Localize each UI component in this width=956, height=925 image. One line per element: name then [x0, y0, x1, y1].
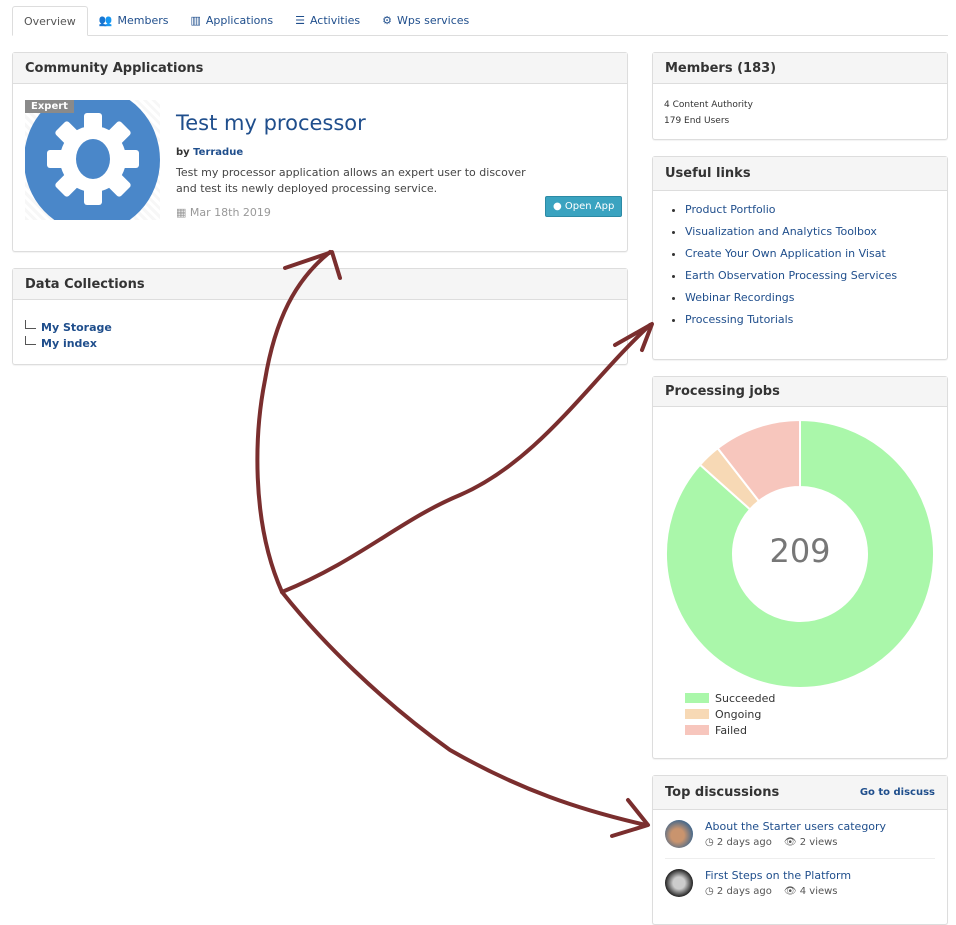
panel-title: Community Applications — [25, 60, 204, 76]
my-index-link[interactable]: My index — [25, 336, 112, 352]
gear-icon: ⚙ — [382, 14, 393, 27]
processing-jobs-panel: Processing jobs 209 Succeeded Ongoing Fail… — [652, 376, 948, 759]
tab-members[interactable]: 👥 Members — [98, 14, 169, 27]
gear-image-icon — [25, 100, 160, 220]
expert-badge: Expert — [25, 100, 74, 113]
link-eo-processing-services[interactable]: Earth Observation Processing Services — [685, 269, 898, 282]
donut-center-total: 209 — [769, 532, 831, 570]
clock-icon: ◷ — [705, 886, 714, 897]
eye-icon: 👁 — [783, 886, 797, 897]
legend-item-failed: Failed — [685, 722, 775, 738]
members-panel: Members (183) 4 Content Authority 179 En… — [652, 52, 948, 140]
link-create-application[interactable]: Create Your Own Application in Visat — [685, 247, 886, 260]
community-applications-panel: Community Applications Expert Test my pr… — [12, 52, 628, 252]
link-product-portfolio[interactable]: Product Portfolio — [685, 203, 776, 216]
tab-bar: Overview 👥 Members ▥ Applications ☰ Activit… — [12, 6, 948, 36]
link-processing-tutorials[interactable]: Processing Tutorials — [685, 313, 794, 326]
legend-item-succeeded: Succeeded — [685, 690, 775, 706]
avatar — [665, 869, 693, 897]
data-collections-panel: Data Collections My Storage My index — [12, 268, 628, 365]
link-webinar-recordings[interactable]: Webinar Recordings — [685, 291, 795, 304]
processing-jobs-donut — [665, 418, 935, 689]
users-icon: 👥 — [98, 14, 113, 27]
discussion-title-link[interactable]: About the Starter users category — [705, 820, 887, 833]
top-discussions-panel: Top discussions Go to discuss About the S… — [652, 775, 948, 925]
globe-icon: ● — [553, 201, 562, 212]
list-icon: ☰ — [295, 14, 305, 27]
discussion-item[interactable]: First Steps on the Platform ◷ 2 days ago… — [665, 859, 935, 907]
legend-label: Succeeded — [715, 691, 776, 705]
donut-slice-failed[interactable] — [716, 418, 801, 503]
legend-swatch — [685, 693, 709, 703]
calendar-icon: ▦ — [176, 206, 187, 219]
tab-overview[interactable]: Overview — [12, 6, 88, 36]
eye-icon: 👁 — [783, 837, 797, 848]
app-description: Test my processor application allows an … — [176, 166, 526, 195]
discussion-item[interactable]: About the Starter users category ◷ 2 day… — [665, 810, 935, 859]
useful-links-panel: Useful links Product Portfolio Visualiza… — [652, 156, 948, 360]
tab-activities[interactable]: ☰ Activities — [295, 14, 361, 27]
legend-swatch — [685, 725, 709, 735]
discussion-title-link[interactable]: First Steps on the Platform — [705, 869, 852, 882]
open-app-button[interactable]: ● Open App — [545, 196, 623, 217]
go-to-discuss-link[interactable]: Go to discuss — [859, 787, 935, 798]
clock-icon: ◷ — [705, 837, 714, 848]
legend-swatch — [685, 709, 709, 719]
app-thumbnail[interactable]: Expert — [25, 100, 160, 220]
legend-label: Ongoing — [715, 707, 762, 721]
my-storage-link[interactable]: My Storage — [25, 320, 112, 336]
link-visualization-toolbox[interactable]: Visualization and Analytics Toolbox — [685, 225, 877, 238]
legend-item-ongoing: Ongoing — [685, 706, 775, 722]
avatar — [665, 820, 693, 848]
map-icon: ▥ — [190, 14, 201, 27]
app-title-link[interactable]: Test my processor — [176, 111, 366, 135]
legend-label: Failed — [715, 723, 747, 737]
donut-slice-succeeded[interactable] — [665, 418, 935, 689]
tab-applications[interactable]: ▥ Applications — [190, 14, 274, 27]
tab-wps-services[interactable]: ⚙ Wps services — [382, 14, 470, 27]
author-link[interactable]: Terradue — [193, 147, 244, 158]
